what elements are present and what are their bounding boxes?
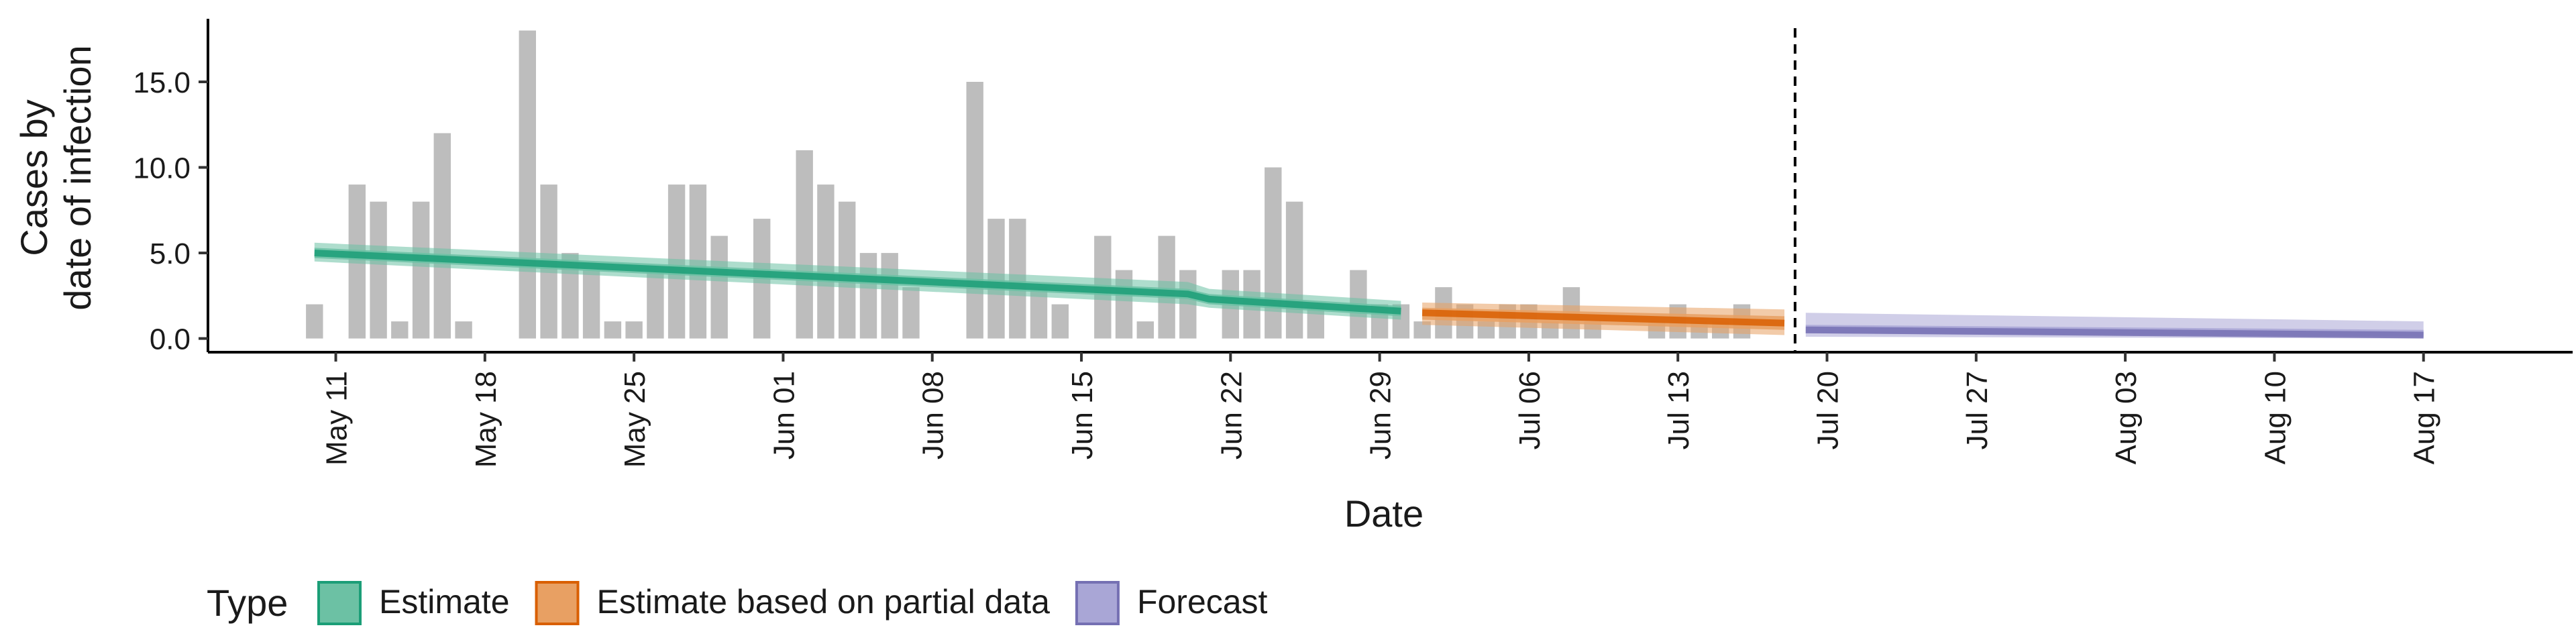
x-tick-label: May 11 [321, 371, 354, 466]
case-bar [966, 82, 983, 339]
y-tick-label: 5.0 [150, 237, 191, 270]
case-bar [1265, 167, 1282, 339]
case-bar [370, 201, 387, 339]
y-tick-label: 10.0 [133, 152, 191, 185]
ribbons-layer [314, 242, 2424, 339]
axes-layer [207, 19, 2573, 354]
case-bar [582, 270, 600, 339]
estimate-median-line [314, 250, 1401, 315]
legend-key-estimate [317, 581, 362, 625]
case-bar [881, 253, 898, 339]
x-tick-label: May 18 [470, 371, 502, 468]
y-tick-label: 15.0 [133, 66, 191, 99]
x-tick-label: Jun 29 [1364, 371, 1397, 460]
case-bar [519, 30, 536, 339]
case-bar [391, 321, 409, 339]
x-tick-label: Jun 08 [917, 371, 950, 460]
legend-key-forecast [1075, 581, 1120, 625]
legend-title: Type [207, 582, 288, 624]
case-bar [647, 270, 664, 339]
legend-label-estimate-based-on-partial-data: Estimate based on partial data [597, 583, 1051, 621]
x-tick-label: Jul 13 [1662, 371, 1695, 449]
case-bar [1136, 321, 1154, 339]
x-tick-label: Jul 27 [1961, 371, 1994, 449]
case-bar [817, 184, 835, 339]
estimate-based-on-partial-data-median-line [1421, 309, 1785, 327]
case-bar [902, 287, 920, 339]
case-bar [625, 321, 643, 339]
case-bar [433, 133, 451, 339]
case-bar [455, 321, 472, 339]
case-bar [1051, 304, 1069, 339]
legend-label-estimate: Estimate [379, 583, 510, 621]
case-bar [859, 253, 877, 339]
case-bar [796, 150, 813, 339]
x-tick-label: Jun 22 [1215, 371, 1248, 460]
x-tick-label: Aug 03 [2110, 371, 2143, 464]
case-bar [306, 304, 323, 339]
x-tick-label: Jun 15 [1066, 371, 1099, 460]
y-axis-label-line-1: Cases by [13, 99, 55, 256]
x-tick-label: Jul 06 [1513, 371, 1546, 449]
y-ticks-layer: 0.0 5.0 10.0 15.0 [133, 66, 208, 356]
case-bar [604, 321, 622, 339]
x-axis-label: Date [1344, 492, 1424, 535]
x-ticks-layer: May 11 May 18 May 25 Jun 01 Jun 08 Jun 15 Jun … [321, 352, 2441, 468]
case-bar [710, 235, 728, 339]
x-tick-label: Jul 20 [1812, 371, 1845, 449]
legend-key-estimate-based-on-partial-data [535, 581, 580, 625]
legend: Type Estimate Estimate based on partial d… [207, 581, 1268, 625]
y-axis-label-line-2: date of infection [56, 45, 99, 310]
x-tick-label: Jun 01 [767, 371, 800, 460]
x-tick-label: Aug 17 [2408, 371, 2441, 464]
x-tick-label: May 25 [619, 371, 651, 468]
legend-label-forecast: Forecast [1137, 583, 1268, 621]
forecast-median-line [1805, 326, 2424, 339]
x-tick-label: Aug 10 [2259, 371, 2292, 464]
y-tick-label: 0.0 [150, 323, 191, 356]
case-bar [1285, 201, 1303, 339]
case-bar [412, 201, 430, 339]
